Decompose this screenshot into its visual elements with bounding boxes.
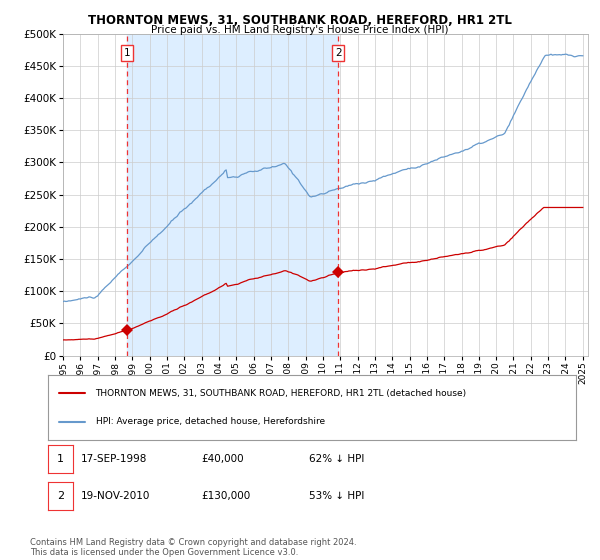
Text: £130,000: £130,000	[201, 491, 250, 501]
Text: THORNTON MEWS, 31, SOUTHBANK ROAD, HEREFORD, HR1 2TL: THORNTON MEWS, 31, SOUTHBANK ROAD, HEREF…	[88, 14, 512, 27]
Text: 1: 1	[124, 48, 131, 58]
Text: £40,000: £40,000	[201, 454, 244, 464]
Text: Price paid vs. HM Land Registry's House Price Index (HPI): Price paid vs. HM Land Registry's House …	[151, 25, 449, 35]
Text: HPI: Average price, detached house, Herefordshire: HPI: Average price, detached house, Here…	[95, 417, 325, 426]
Text: 19-NOV-2010: 19-NOV-2010	[81, 491, 151, 501]
Text: 17-SEP-1998: 17-SEP-1998	[81, 454, 148, 464]
Text: Contains HM Land Registry data © Crown copyright and database right 2024.
This d: Contains HM Land Registry data © Crown c…	[30, 538, 356, 557]
Bar	[127, 34, 338, 356]
Text: 62% ↓ HPI: 62% ↓ HPI	[309, 454, 364, 464]
Text: 2: 2	[57, 491, 64, 501]
Text: THORNTON MEWS, 31, SOUTHBANK ROAD, HEREFORD, HR1 2TL (detached house): THORNTON MEWS, 31, SOUTHBANK ROAD, HEREF…	[95, 389, 467, 398]
Text: 2: 2	[335, 48, 341, 58]
Text: 1: 1	[57, 454, 64, 464]
Text: 53% ↓ HPI: 53% ↓ HPI	[309, 491, 364, 501]
